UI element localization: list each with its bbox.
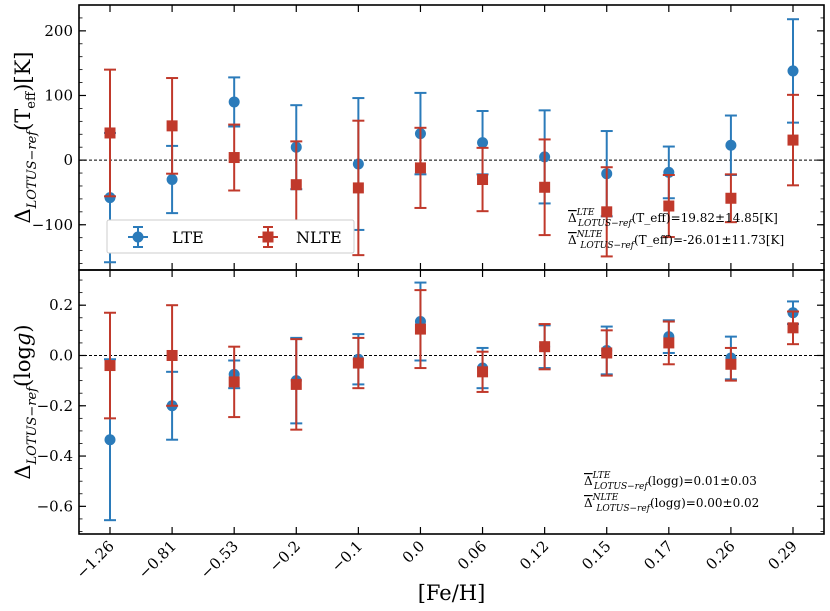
bottom-annotation: ΔNLTE LOTUS−ref(logg)=0.00±0.02 — [584, 493, 759, 514]
top-point-nlte — [166, 120, 178, 132]
top-point-lte — [787, 65, 799, 77]
xtick-label: −0.2 — [266, 537, 304, 575]
bottom-point-nlte — [414, 323, 426, 335]
top-point-lte — [228, 96, 240, 108]
top-ytick-label: 0 — [63, 151, 73, 169]
xtick-label: −1.26 — [73, 537, 118, 582]
legend-nlte-label: NLTE — [296, 228, 342, 247]
top-ytick-label: 100 — [44, 86, 73, 104]
top-point-nlte — [352, 182, 364, 194]
top-ylabel: ΔLOTUS−ref(Teff)[K] — [11, 51, 40, 223]
bottom-point-nlte — [787, 322, 799, 334]
bottom-point-nlte — [601, 347, 613, 359]
bottom-ytick-label: −0.4 — [37, 447, 73, 465]
xtick-label: 0.06 — [454, 537, 490, 573]
bottom-point-nlte — [539, 341, 551, 353]
top-point-lte — [725, 139, 737, 151]
top-point-nlte — [787, 134, 799, 146]
bottom-point-nlte — [477, 366, 489, 378]
top-annotation: ΔNLTE LOTUS−ref(T_eff)=-26.01±11.73[K] — [568, 230, 784, 251]
x-axis-label: [Fe/H] — [418, 581, 486, 605]
top-point-lte — [166, 174, 178, 186]
xtick-label: −0.1 — [328, 537, 366, 575]
top-series-nlte — [104, 68, 799, 258]
bottom-series-nlte — [104, 289, 799, 431]
top-point-lte — [104, 192, 116, 204]
xtick-label: 0.0 — [399, 537, 429, 567]
legend: LTE NLTE — [106, 219, 355, 254]
top-ytick-label: 200 — [44, 22, 73, 40]
legend-lte-marker — [132, 231, 144, 243]
top-point-nlte — [539, 181, 551, 193]
bottom-frame — [78, 269, 825, 535]
top-point-nlte — [228, 152, 240, 164]
bottom-panel: −0.6 −0.4 −0.2 0.0 0.2 ΔLOTUS−ref(logg) ΔLTE LO… — [11, 269, 825, 535]
bottom-point-nlte — [166, 349, 178, 361]
top-point-nlte — [104, 127, 116, 139]
bottom-point-nlte — [663, 337, 675, 349]
bottom-ytick-label: 0.0 — [49, 346, 73, 364]
bottom-ylabel: ΔLOTUS−ref(logg) — [11, 324, 40, 479]
top-point-nlte — [477, 174, 489, 186]
xtick-label: 0.17 — [640, 537, 676, 573]
bottom-point-lte — [104, 434, 116, 446]
bottom-ytick-label: −0.2 — [37, 397, 73, 415]
xtick-label: 0.29 — [764, 537, 800, 573]
bottom-ytick-label: 0.2 — [49, 296, 73, 314]
bottom-annotation: ΔLTE LOTUS−ref(logg)=0.01±0.03 — [584, 471, 757, 492]
top-point-nlte — [725, 192, 737, 204]
bottom-point-nlte — [104, 360, 116, 372]
xtick-label: 0.26 — [702, 537, 738, 573]
xtick-label: 0.15 — [578, 537, 614, 573]
top-point-nlte — [601, 206, 613, 218]
bottom-point-nlte — [725, 358, 737, 370]
legend-lte-label: LTE — [172, 228, 204, 247]
top-point-lte — [477, 137, 489, 149]
xtick-label: −0.81 — [135, 537, 180, 582]
xtick-label: 0.12 — [516, 537, 552, 573]
x-axis: −1.26 −0.81 −0.53 −0.2 −0.1 0.0 0.06 0.12 0.15 0.… — [73, 537, 801, 605]
top-point-nlte — [290, 179, 302, 191]
top-ytick-label: −100 — [32, 216, 73, 234]
top-point-nlte — [414, 162, 426, 174]
bottom-point-nlte — [352, 357, 364, 369]
legend-nlte-marker — [262, 231, 274, 243]
legend-box — [106, 219, 355, 254]
bottom-point-nlte — [290, 378, 302, 390]
top-annotation: ΔLTE LOTUS−ref(T_eff)=19.82±14.85[K] — [568, 208, 778, 229]
xtick-label: −0.53 — [197, 537, 242, 582]
bottom-point-nlte — [228, 376, 240, 388]
top-point-nlte — [663, 200, 675, 212]
bottom-ytick-label: −0.6 — [37, 497, 73, 515]
